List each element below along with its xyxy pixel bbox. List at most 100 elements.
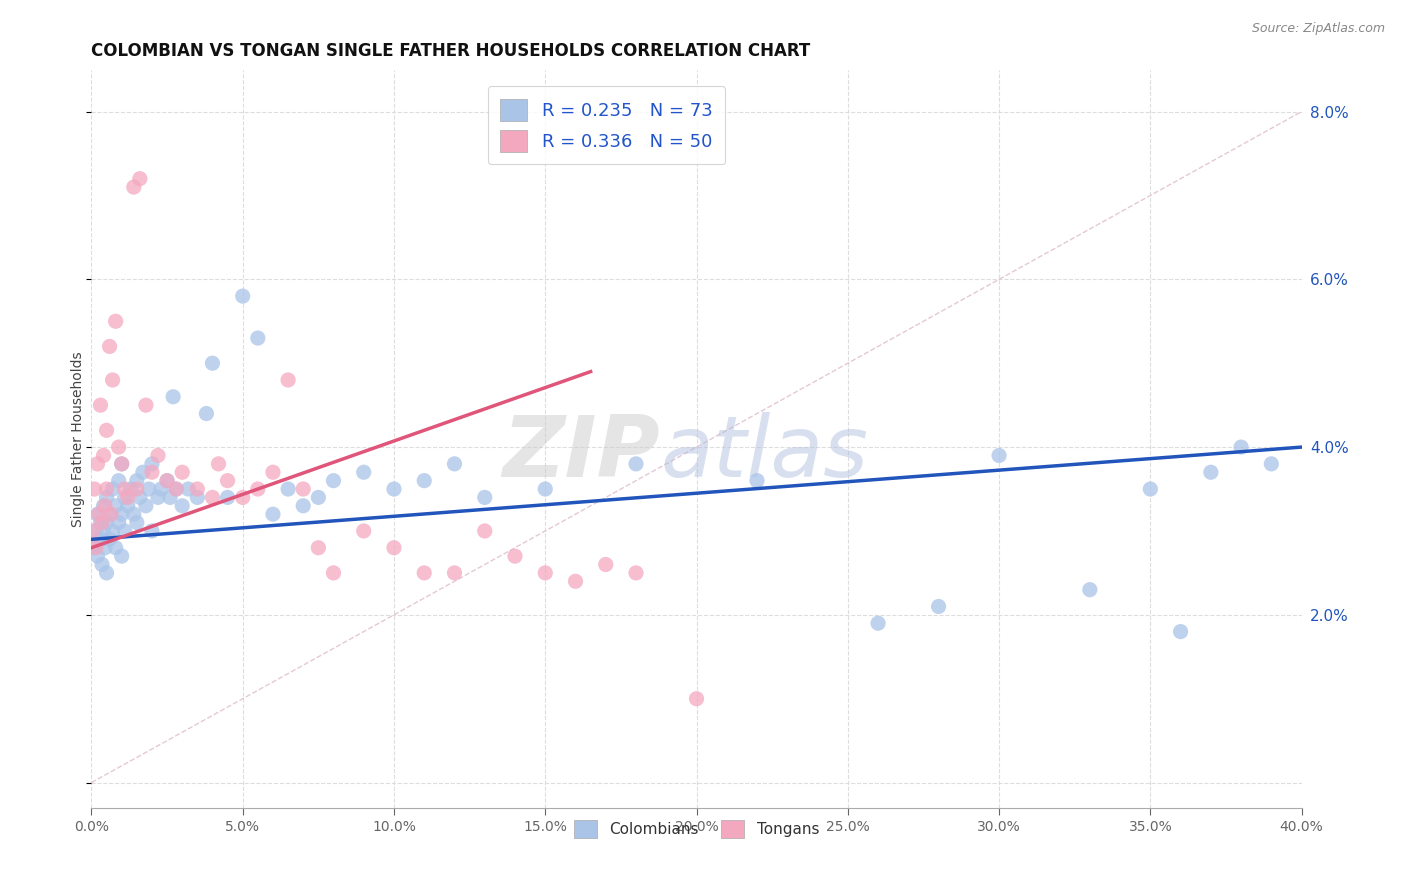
Point	[132, 465, 155, 479]
Point	[101, 373, 124, 387]
Point	[988, 449, 1011, 463]
Point	[125, 482, 148, 496]
Point	[292, 482, 315, 496]
Point	[159, 491, 181, 505]
Point	[217, 474, 239, 488]
Point	[91, 516, 114, 530]
Point	[292, 499, 315, 513]
Point	[534, 566, 557, 580]
Point	[114, 482, 136, 496]
Point	[1260, 457, 1282, 471]
Point	[564, 574, 586, 589]
Point	[117, 491, 139, 505]
Point	[207, 457, 229, 471]
Point	[745, 474, 768, 488]
Point	[104, 314, 127, 328]
Point	[177, 482, 200, 496]
Point	[100, 507, 122, 521]
Point	[262, 465, 284, 479]
Legend: Colombians, Tongans: Colombians, Tongans	[568, 814, 825, 845]
Point	[96, 491, 118, 505]
Point	[128, 491, 150, 505]
Point	[307, 541, 329, 555]
Point	[413, 474, 436, 488]
Point	[186, 482, 208, 496]
Point	[87, 507, 110, 521]
Text: COLOMBIAN VS TONGAN SINGLE FATHER HOUSEHOLDS CORRELATION CHART: COLOMBIAN VS TONGAN SINGLE FATHER HOUSEH…	[91, 42, 811, 60]
Point	[89, 516, 111, 530]
Point	[156, 474, 179, 488]
Point	[111, 457, 134, 471]
Point	[101, 482, 124, 496]
Point	[246, 331, 269, 345]
Point	[141, 457, 163, 471]
Point	[277, 373, 299, 387]
Point	[84, 541, 107, 555]
Point	[195, 407, 218, 421]
Point	[474, 491, 496, 505]
Point	[98, 339, 121, 353]
Point	[122, 180, 145, 194]
Point	[353, 465, 375, 479]
Point	[125, 516, 148, 530]
Point	[1078, 582, 1101, 597]
Point	[474, 524, 496, 538]
Point	[114, 524, 136, 538]
Point	[162, 390, 184, 404]
Point	[82, 524, 104, 538]
Point	[868, 616, 890, 631]
Point	[1139, 482, 1161, 496]
Point	[172, 465, 194, 479]
Point	[186, 491, 208, 505]
Point	[685, 691, 707, 706]
Y-axis label: Single Father Households: Single Father Households	[72, 351, 86, 526]
Point	[89, 398, 111, 412]
Point	[201, 491, 224, 505]
Point	[141, 465, 163, 479]
Point	[217, 491, 239, 505]
Point	[307, 491, 329, 505]
Point	[91, 558, 114, 572]
Point	[94, 499, 117, 513]
Point	[93, 499, 115, 513]
Point	[382, 482, 405, 496]
Point	[122, 507, 145, 521]
Point	[93, 449, 115, 463]
Point	[165, 482, 187, 496]
Point	[595, 558, 617, 572]
Point	[138, 482, 160, 496]
Point	[172, 499, 194, 513]
Point	[624, 566, 647, 580]
Point	[96, 516, 118, 530]
Point	[86, 457, 108, 471]
Point	[232, 289, 254, 303]
Point	[120, 482, 142, 496]
Point	[107, 440, 129, 454]
Point	[86, 507, 108, 521]
Point	[1230, 440, 1253, 454]
Point	[413, 566, 436, 580]
Point	[101, 524, 124, 538]
Point	[83, 541, 105, 555]
Point	[135, 398, 157, 412]
Point	[201, 356, 224, 370]
Point	[353, 524, 375, 538]
Point	[96, 423, 118, 437]
Point	[246, 482, 269, 496]
Point	[114, 491, 136, 505]
Point	[1170, 624, 1192, 639]
Point	[534, 482, 557, 496]
Point	[104, 499, 127, 513]
Point	[93, 524, 115, 538]
Point	[1199, 465, 1222, 479]
Text: ZIP: ZIP	[502, 412, 661, 495]
Point	[146, 449, 169, 463]
Point	[96, 566, 118, 580]
Point	[165, 482, 187, 496]
Text: Source: ZipAtlas.com: Source: ZipAtlas.com	[1251, 22, 1385, 36]
Point	[146, 491, 169, 505]
Point	[96, 482, 118, 496]
Point	[443, 457, 465, 471]
Point	[322, 566, 344, 580]
Point	[111, 457, 134, 471]
